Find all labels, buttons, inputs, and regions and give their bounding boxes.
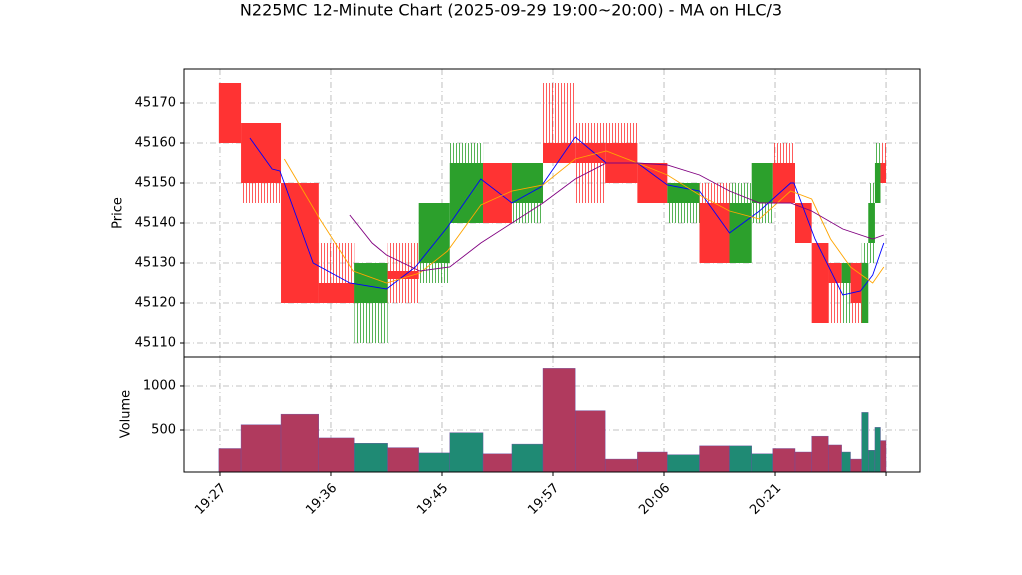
- y-tick-label: 500: [151, 422, 176, 437]
- y-tick-label: 45110: [135, 336, 176, 351]
- volume-bar: [729, 445, 752, 473]
- candle-body: [218, 83, 242, 143]
- candle-wick: [841, 263, 851, 323]
- volume-bar: [794, 451, 812, 473]
- volume-bar: [880, 440, 887, 473]
- ma-line: [283, 150, 885, 284]
- candle-body: [795, 203, 812, 243]
- volume-bar: [387, 447, 419, 473]
- y-tick-label: 45170: [135, 96, 176, 111]
- candle-body: [418, 203, 450, 263]
- candle-body: [318, 283, 355, 303]
- volume-bar: [280, 413, 319, 473]
- volume-bar: [482, 453, 513, 473]
- volume-bar: [637, 451, 668, 473]
- candle-body: [874, 163, 881, 203]
- volume-bar: [699, 445, 730, 473]
- volume-bar: [850, 458, 862, 473]
- volume-bar: [874, 427, 881, 473]
- candle-body: [850, 263, 862, 303]
- volume-bar: [575, 410, 606, 473]
- volume-frame: [183, 356, 921, 473]
- volume-bar: [667, 454, 700, 473]
- y-tick-label: 1000: [143, 378, 176, 393]
- volume-bar: [861, 412, 869, 473]
- candle-body: [449, 163, 484, 223]
- volume-bar: [354, 443, 388, 473]
- volume-bar: [218, 448, 242, 473]
- y-tick-label: 45130: [135, 256, 176, 271]
- candle-body: [387, 271, 419, 279]
- y-axis-label: Volume: [119, 390, 134, 438]
- y-tick-label: 45120: [135, 296, 176, 311]
- candle-body: [880, 163, 887, 183]
- volume-bar: [811, 435, 829, 473]
- candle-body: [861, 263, 869, 323]
- volume-bar: [751, 453, 774, 473]
- candle-body: [729, 203, 752, 263]
- y-axis-label: Price: [111, 197, 126, 229]
- candle-body: [699, 203, 730, 263]
- volume-bar: [542, 368, 576, 473]
- candle-body: [751, 163, 773, 203]
- y-tick-label: 45150: [135, 176, 176, 191]
- candle-body: [667, 183, 700, 203]
- candle-body: [354, 263, 388, 303]
- y-tick-label: 45160: [135, 136, 176, 151]
- volume-bar: [418, 452, 450, 473]
- volume-bar: [240, 424, 282, 473]
- ma-line: [349, 162, 884, 272]
- candle-body: [511, 163, 544, 203]
- candle-body: [281, 183, 319, 303]
- y-tick-label: 45140: [135, 216, 176, 231]
- chart-title: N225MC 12-Minute Chart (2025-09-29 19:00…: [240, 1, 782, 20]
- volume-bar: [772, 448, 796, 473]
- candle-body: [828, 263, 842, 283]
- volume-bar: [828, 444, 842, 473]
- volume-bar: [449, 432, 484, 473]
- candle-body: [841, 263, 851, 283]
- candle-body: [772, 163, 796, 203]
- volume-bar: [318, 437, 355, 473]
- candle-body: [637, 163, 668, 203]
- candle-body: [575, 143, 606, 163]
- volume-bar: [604, 458, 638, 473]
- volume-bar: [868, 450, 876, 473]
- candle-body: [811, 243, 829, 323]
- volume-bar: [511, 443, 544, 473]
- volume-bar: [841, 451, 851, 473]
- plot-layer: 19:27 19:36 19:45 19:57 20:06 20:214511045120…: [135, 69, 920, 518]
- candle-body: [868, 203, 875, 243]
